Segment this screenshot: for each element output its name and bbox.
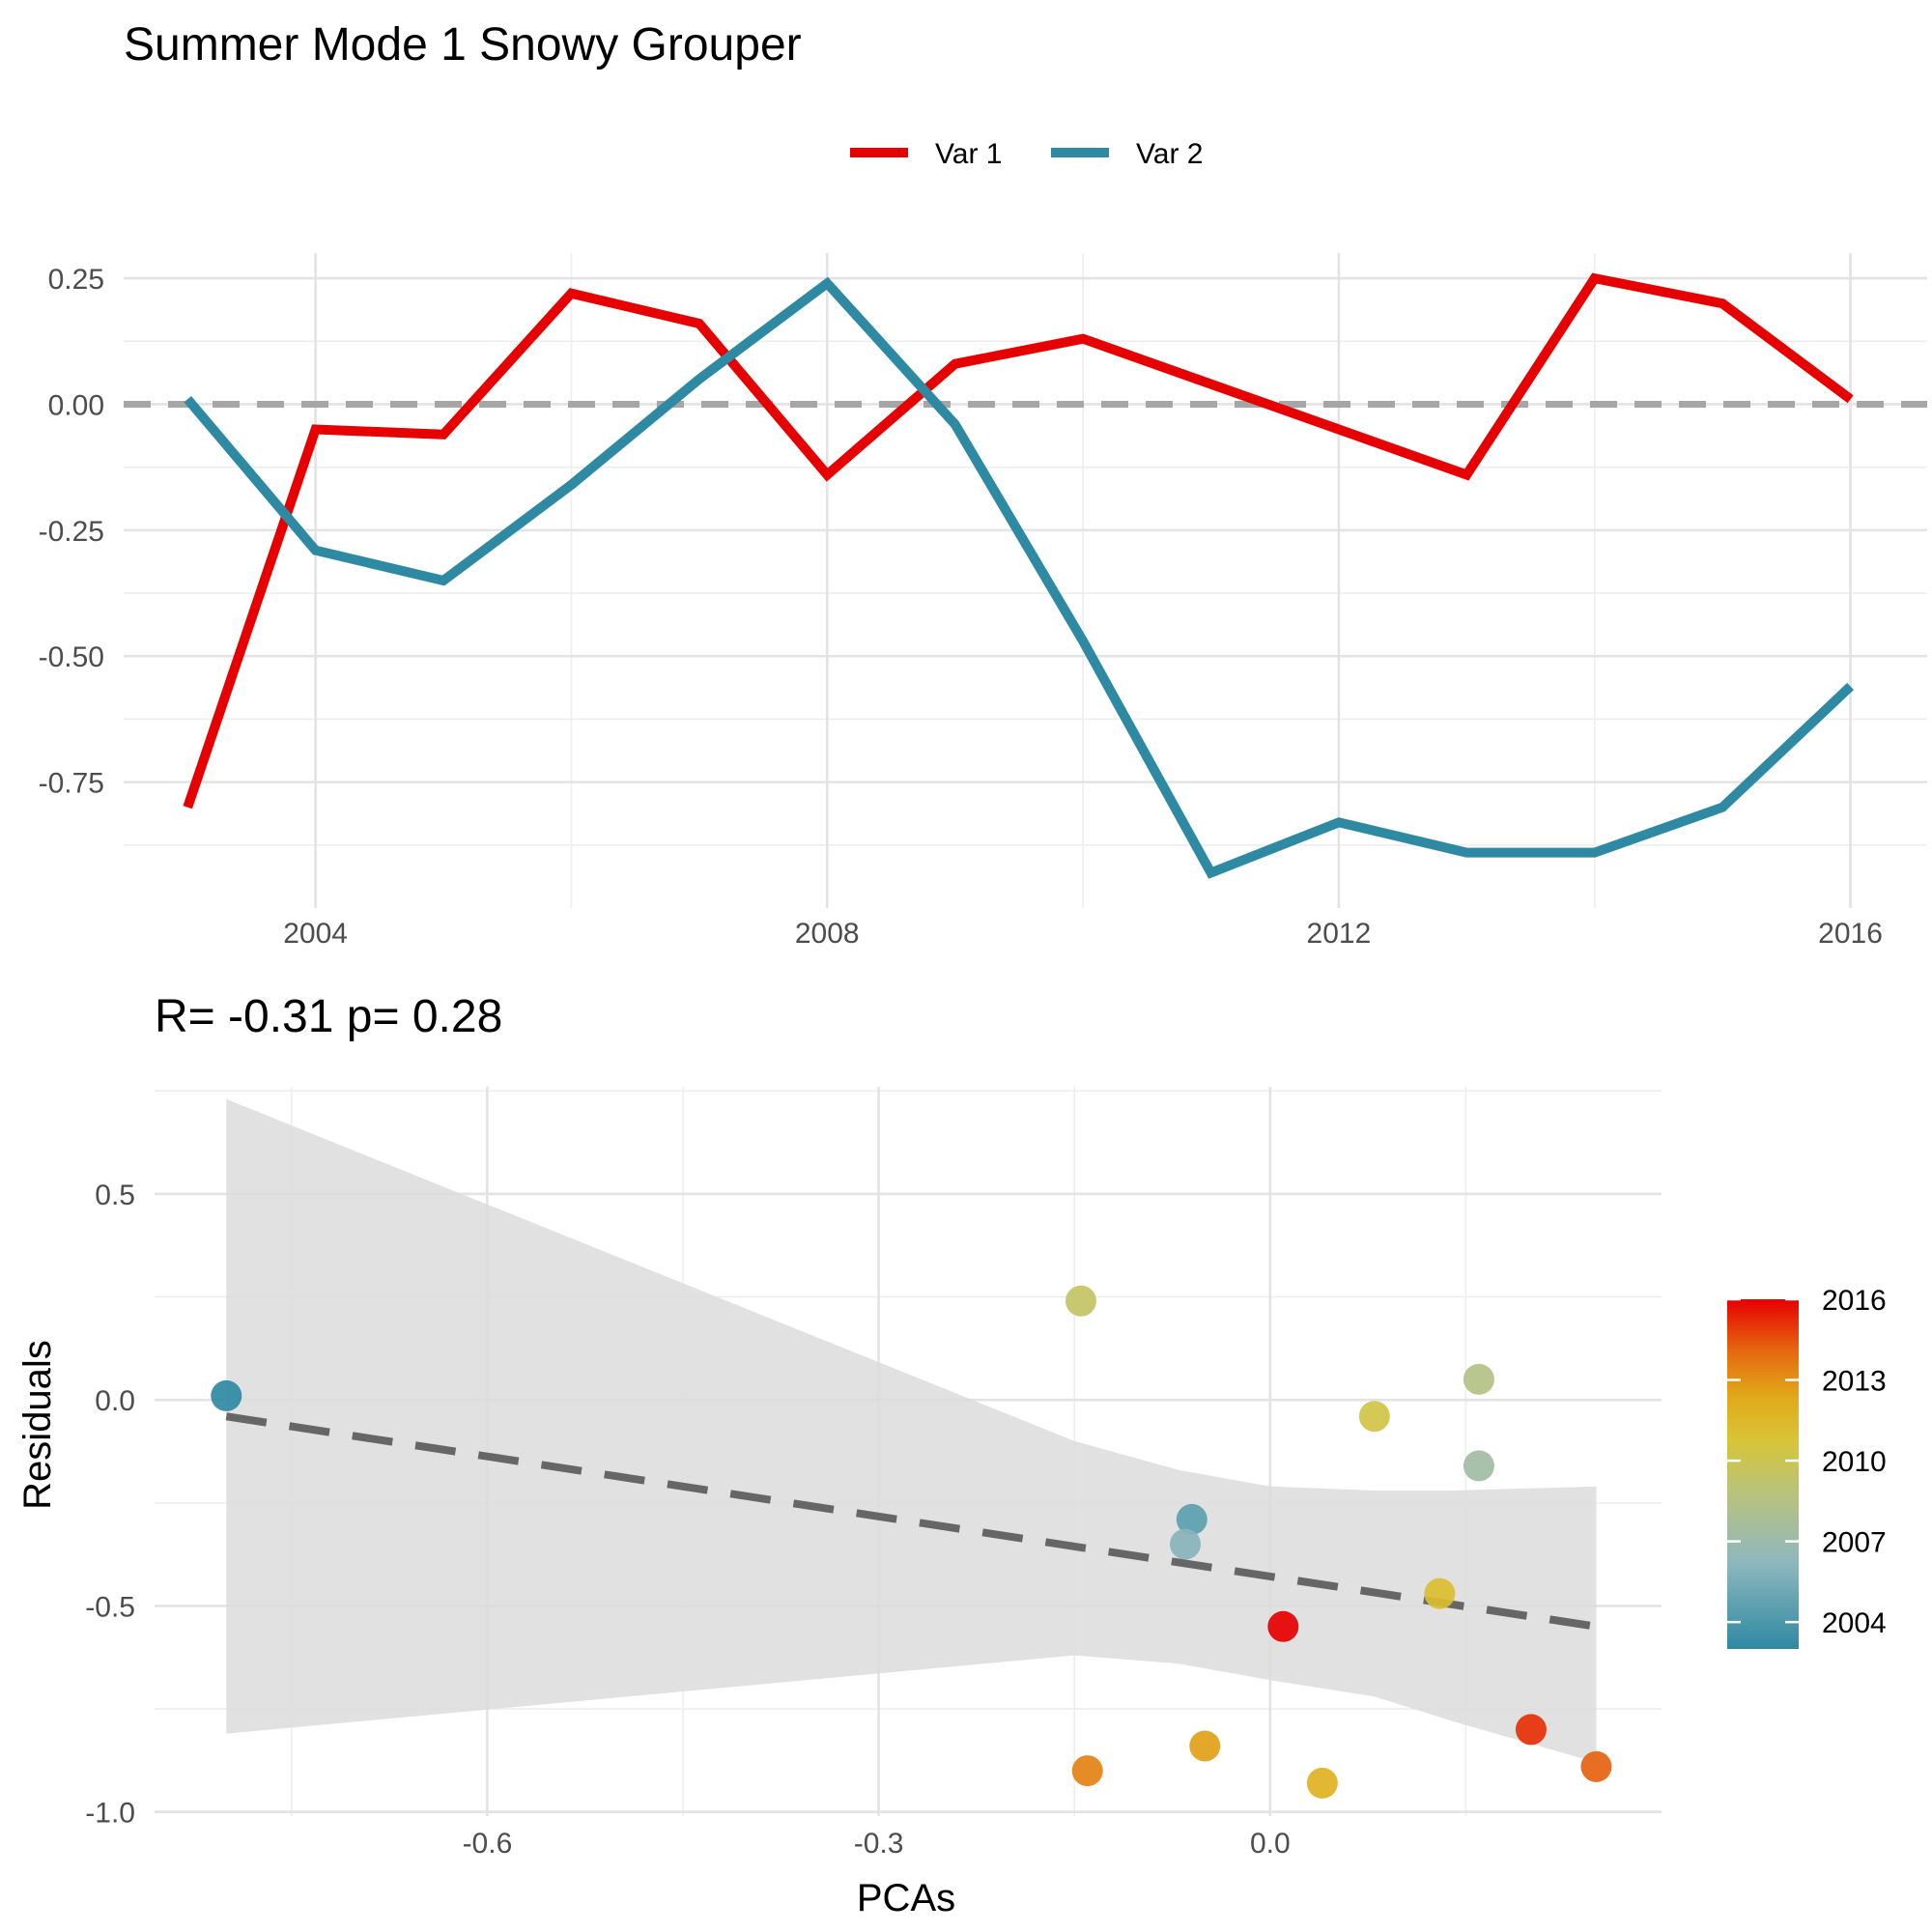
bottom-x-tick-labels: -0.6 -0.3 0.0 xyxy=(463,1828,1291,1860)
scatter-point xyxy=(1189,1730,1221,1762)
confidence-band xyxy=(226,1098,1597,1763)
top-panel-grid xyxy=(124,253,1927,908)
top-y-tick-labels: 0.25 0.00 -0.25 -0.50 -0.75 xyxy=(39,264,104,800)
scatter-point xyxy=(1176,1503,1208,1535)
bottom-y-tick-label: -1.0 xyxy=(85,1798,135,1830)
top-y-tick-label: -0.75 xyxy=(39,768,104,800)
bottom-y-tick-label: 0.5 xyxy=(95,1179,135,1211)
top-x-tick-label: 2008 xyxy=(795,918,860,950)
scatter-point xyxy=(1463,1363,1494,1395)
legend-label-var1: Var 1 xyxy=(935,138,1002,170)
y-axis-title: Residuals xyxy=(16,1340,59,1510)
top-y-tick-label: 0.00 xyxy=(48,389,104,421)
colorbar-label: 2004 xyxy=(1822,1607,1887,1639)
bottom-x-tick-label: 0.0 xyxy=(1250,1828,1291,1860)
scatter-point xyxy=(1358,1401,1390,1433)
top-x-tick-labels: 2004 2008 2012 2016 xyxy=(283,918,1883,950)
chart-title: Summer Mode 1 Snowy Grouper xyxy=(124,19,802,71)
scatter-point xyxy=(1065,1285,1096,1317)
scatter-point xyxy=(211,1379,242,1411)
scatter-point xyxy=(1170,1528,1202,1560)
top-y-tick-label: -0.25 xyxy=(39,516,104,548)
top-x-tick-label: 2016 xyxy=(1818,918,1883,950)
x-axis-title: PCAs xyxy=(857,1877,955,1919)
bottom-y-tick-label: -0.5 xyxy=(85,1591,135,1623)
scatter-title: R= -0.31 p= 0.28 xyxy=(155,991,502,1042)
colorbar-label: 2016 xyxy=(1822,1285,1887,1317)
top-x-tick-label: 2012 xyxy=(1307,918,1372,950)
regression-fit-line xyxy=(225,1412,1598,1631)
scatter-point xyxy=(1306,1767,1338,1799)
bottom-x-tick-label: -0.6 xyxy=(463,1828,513,1860)
legend-label-var2: Var 2 xyxy=(1136,138,1203,170)
scatter-point xyxy=(1267,1610,1299,1642)
scatter-point xyxy=(1463,1450,1494,1482)
top-y-tick-label: -0.50 xyxy=(39,641,104,673)
colorbar-labels: 2016 2013 2010 2007 2004 xyxy=(1727,1285,1887,1639)
series-line-var1 xyxy=(183,272,1854,810)
series-line-var2 xyxy=(184,276,1855,879)
scatter-point xyxy=(1580,1750,1612,1782)
top-x-tick-label: 2004 xyxy=(283,918,348,950)
scatter-point xyxy=(1515,1714,1547,1746)
scatter-points xyxy=(211,1285,1612,1799)
colorbar-label: 2010 xyxy=(1822,1446,1887,1478)
colorbar-label: 2013 xyxy=(1822,1366,1887,1398)
scatter-point xyxy=(1071,1755,1103,1787)
colorbar-label: 2007 xyxy=(1822,1527,1887,1559)
legend: Var 1 Var 2 xyxy=(850,138,1203,170)
bottom-x-tick-label: -0.3 xyxy=(854,1828,904,1860)
colorbar xyxy=(1727,1299,1799,1649)
bottom-y-tick-label: 0.0 xyxy=(95,1385,135,1417)
top-y-tick-label: 0.25 xyxy=(48,264,104,296)
scatter-point xyxy=(1424,1577,1456,1609)
bottom-y-tick-labels: 0.5 0.0 -0.5 -1.0 xyxy=(85,1179,135,1830)
